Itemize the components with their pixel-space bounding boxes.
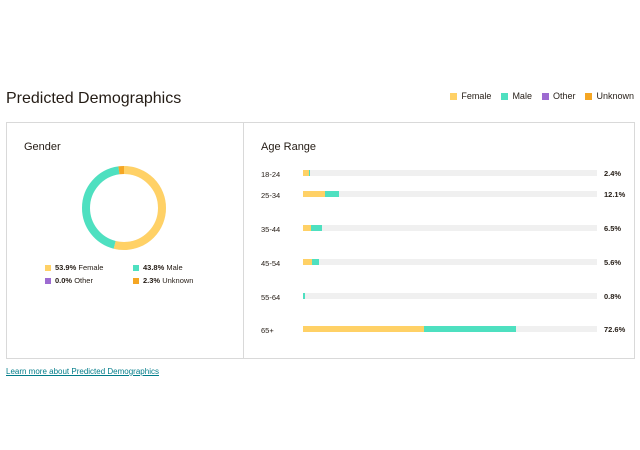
legend-item-unknown: Unknown — [585, 91, 634, 101]
other-swatch — [45, 277, 51, 284]
other-pct: 0.0% — [55, 276, 73, 285]
male-segment — [312, 259, 320, 265]
age-label: 55-64 — [261, 293, 281, 302]
male-segment — [303, 293, 306, 299]
gender-donut-chart — [82, 166, 166, 250]
female-pct: 53.9% — [55, 263, 77, 272]
male-pct: 43.8% — [143, 263, 165, 272]
female-segment — [303, 225, 311, 231]
age-bar-track — [303, 326, 597, 332]
age-bar-track — [303, 170, 597, 176]
age-range-title: Age Range — [261, 141, 317, 153]
male-label: Male — [166, 263, 183, 272]
age-bar-track — [303, 191, 597, 197]
other-label: Other — [74, 276, 93, 285]
age-bar-track — [303, 259, 597, 265]
legend-item-other: Other — [541, 91, 576, 101]
age-range-card: Age Range 18-24 2.4% 25-34 12.1% 35-44 6 — [245, 123, 634, 358]
age-bar-track — [303, 293, 597, 299]
donut-slice-unknown — [82, 166, 166, 250]
gender-legend-unknown: 2.3% Unknown — [133, 276, 193, 285]
age-label: 65+ — [261, 326, 274, 335]
female-swatch — [45, 264, 51, 271]
gender-title: Gender — [24, 141, 61, 153]
legend-label-male: Male — [512, 91, 532, 101]
donut-slice-male — [82, 166, 166, 250]
female-segment — [303, 326, 425, 332]
male-swatch — [133, 264, 139, 271]
gender-legend-male: 43.8% Male — [133, 263, 183, 272]
gender-legend-other: 0.0% Other — [45, 276, 93, 285]
male-segment — [310, 225, 323, 231]
female-segment — [303, 170, 309, 176]
learn-more-link[interactable]: Learn more about Predicted Demographics — [6, 367, 159, 376]
gender-card: Gender 53.9% Female 43.8% Male 0.0% Othe… — [7, 123, 244, 358]
male-swatch — [501, 92, 509, 100]
chart-legend: Female Male Other Unknown — [450, 91, 634, 101]
male-segment — [424, 326, 517, 332]
age-label: 18-24 — [261, 170, 281, 179]
unknown-swatch — [133, 277, 139, 284]
female-segment — [303, 191, 326, 197]
female-segment — [303, 259, 313, 265]
age-pct: 6.5% — [604, 224, 622, 233]
male-segment — [308, 170, 311, 176]
legend-item-female: Female — [450, 91, 491, 101]
demographics-panel: Gender 53.9% Female 43.8% Male 0.0% Othe… — [6, 122, 635, 359]
gender-legend-female: 53.9% Female — [45, 263, 103, 272]
unknown-label: Unknown — [162, 276, 194, 285]
age-pct: 0.8% — [604, 292, 622, 301]
unknown-pct: 2.3% — [143, 276, 161, 285]
age-pct: 5.6% — [604, 258, 622, 267]
age-label: 25-34 — [261, 191, 281, 200]
male-segment — [325, 191, 339, 197]
other-swatch — [541, 92, 549, 100]
legend-label-unknown: Unknown — [596, 91, 634, 101]
age-label: 45-54 — [261, 259, 281, 268]
legend-label-female: Female — [461, 91, 492, 101]
age-pct: 72.6% — [604, 325, 626, 334]
female-label: Female — [78, 263, 104, 272]
age-bar-track — [303, 225, 597, 231]
page-title: Predicted Demographics — [6, 90, 182, 107]
age-pct: 12.1% — [604, 190, 626, 199]
legend-label-other: Other — [552, 91, 576, 101]
unknown-swatch — [585, 92, 593, 100]
age-pct: 2.4% — [604, 169, 622, 178]
legend-item-male: Male — [501, 91, 532, 101]
female-swatch — [450, 92, 458, 100]
age-label: 35-44 — [261, 225, 281, 234]
